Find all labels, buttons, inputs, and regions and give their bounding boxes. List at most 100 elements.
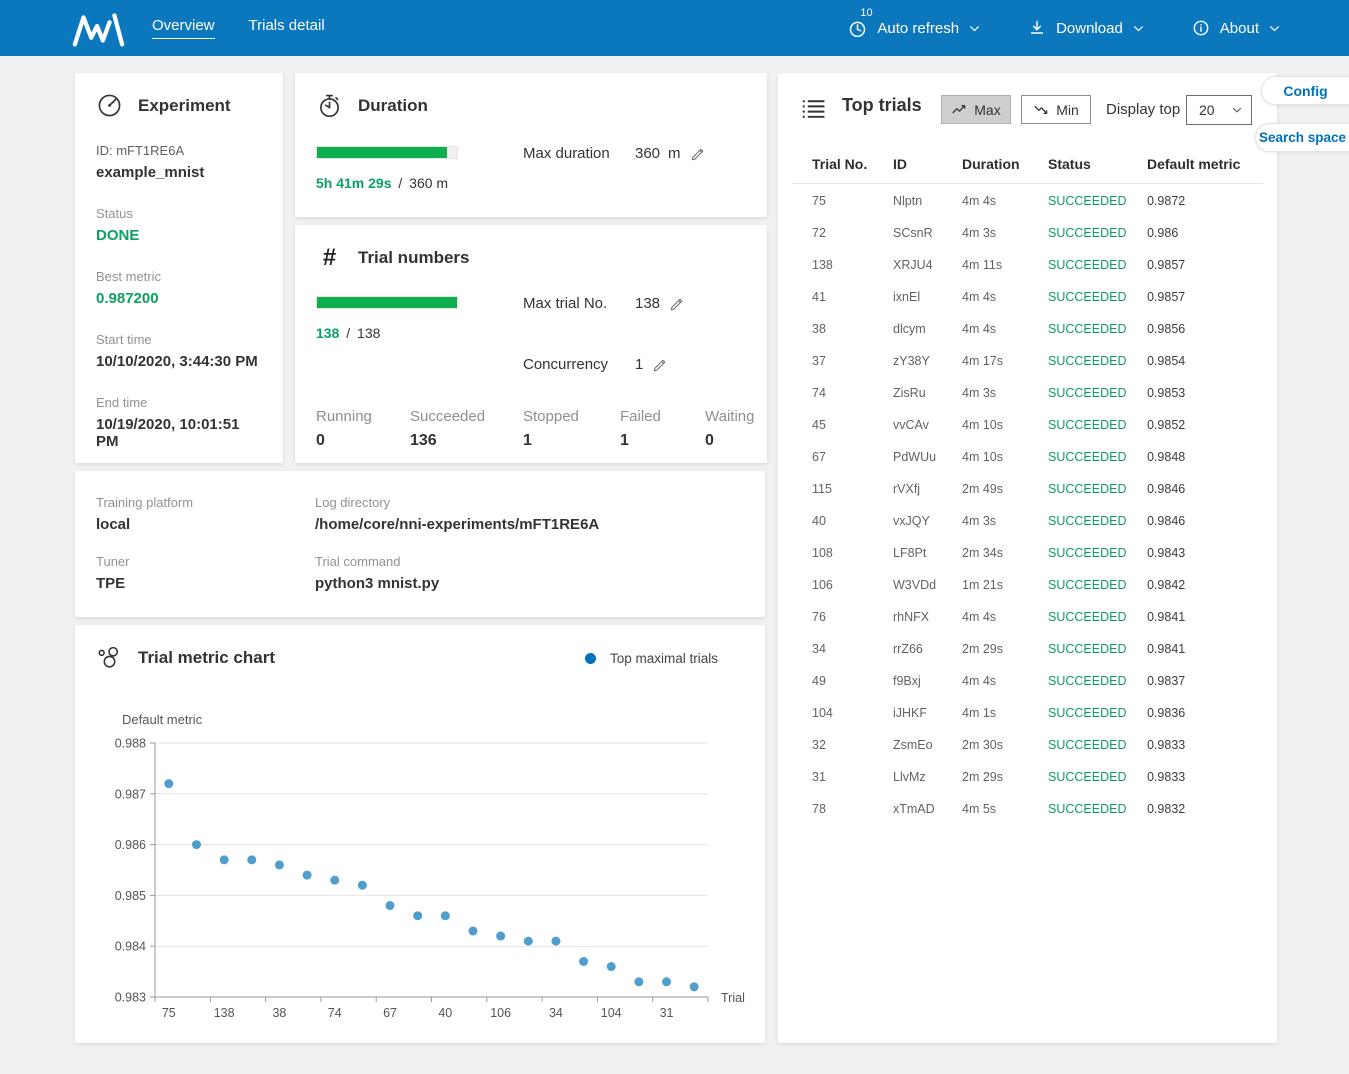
hash-icon: # [322, 244, 337, 271]
min-button[interactable]: Min [1021, 95, 1091, 124]
trial-metric-scatter-chart: Default metric 0.988 0.987 0.986 0.985 0.984 0… [115, 712, 745, 1020]
chart-legend[interactable]: Top maximal trials [585, 651, 718, 666]
cell-status: SUCCEEDED [1048, 802, 1127, 816]
cell-id: vvCAv [893, 418, 929, 432]
cell-default-metric: 0.9833 [1147, 770, 1186, 784]
stat-succeeded: Succeeded 136 [410, 408, 523, 450]
cell-duration: 2m 29s [962, 642, 1003, 656]
tab-trials-detail[interactable]: Trials detail [248, 17, 325, 34]
chevron-down-icon [1269, 25, 1280, 31]
svg-text:74: 74 [328, 1006, 342, 1020]
svg-text:0.984: 0.984 [115, 940, 146, 954]
cell-duration: 2m 29s [962, 770, 1003, 784]
duration-elapsed: 5h 41m 29s [316, 175, 392, 191]
cell-default-metric: 0.9842 [1147, 578, 1186, 592]
cell-trial-no: 38 [812, 322, 826, 336]
cell-duration: 4m 10s [962, 450, 1003, 464]
cell-default-metric: 0.9836 [1147, 706, 1186, 720]
max-duration-row: Max duration 360 m [523, 145, 707, 162]
display-top-value: 20 [1199, 102, 1215, 118]
edit-max-duration-icon[interactable] [690, 145, 707, 162]
trial-numbers-card: # Trial numbers 138 / 138 Max trial No. … [295, 225, 767, 463]
cell-default-metric: 0.9846 [1147, 482, 1186, 496]
experiment-id: ID: mFT1RE6A [96, 143, 185, 158]
status-label: Status [96, 206, 133, 221]
table-row: 115 rVXfj 2m 49s SUCCEEDED 0.9846 [778, 473, 1277, 505]
cell-duration: 4m 11s [962, 258, 1003, 272]
table-row: 41 ixnEl 4m 4s SUCCEEDED 0.9857 [778, 281, 1277, 313]
cell-trial-no: 32 [812, 738, 826, 752]
table-header: Trial No. ID Duration Status Default met… [778, 149, 1277, 179]
table-body: 75 Nlptn 4m 4s SUCCEEDED 0.9872 72 SCsnR 4m 3s S… [778, 185, 1277, 825]
cell-default-metric: 0.9832 [1147, 802, 1186, 816]
cell-id: ixnEl [893, 290, 921, 304]
table-header-divider [792, 183, 1263, 184]
cell-id: zY38Y [893, 354, 930, 368]
cell-id: PdWUu [893, 450, 937, 464]
about-dropdown[interactable]: About [1191, 18, 1281, 38]
chevron-down-icon [1232, 107, 1242, 113]
duration-progress-bar [316, 146, 458, 159]
trend-up-icon [952, 105, 966, 114]
cell-id: LlvMz [893, 770, 926, 784]
cell-id: Nlptn [893, 194, 923, 208]
concurrency-label: Concurrency [523, 356, 609, 373]
cell-trial-no: 72 [812, 226, 826, 240]
config-button[interactable]: Config [1261, 76, 1349, 105]
cell-duration: 4m 3s [962, 386, 997, 400]
column-duration: Duration [962, 156, 1020, 172]
chevron-down-icon [970, 25, 980, 31]
cell-status: SUCCEEDED [1048, 514, 1127, 528]
trials-progress-fill [317, 297, 457, 308]
cell-duration: 2m 49s [962, 482, 1003, 496]
edit-concurrency-icon[interactable] [652, 356, 669, 373]
cell-default-metric: 0.9856 [1147, 322, 1186, 336]
cell-duration: 4m 17s [962, 354, 1003, 368]
edit-max-trial-icon[interactable] [669, 295, 686, 312]
tuner-label: Tuner [96, 554, 130, 569]
cell-trial-no: 75 [812, 194, 826, 208]
top-trials-card: Top trials Max Min Display top 20 Trial … [778, 73, 1277, 1043]
experiment-card: Experiment ID: mFT1RE6A example_mnist St… [75, 73, 283, 463]
cell-status: SUCCEEDED [1048, 290, 1127, 304]
search-space-button[interactable]: Search space [1255, 123, 1349, 152]
cell-trial-no: 45 [812, 418, 826, 432]
display-top-select[interactable]: 20 [1186, 95, 1252, 125]
stat-label: Succeeded [410, 408, 486, 425]
download-label: Download [1056, 19, 1123, 37]
column-status: Status [1048, 156, 1091, 172]
training-platform-field: Training platform local [96, 495, 193, 533]
cell-duration: 4m 4s [962, 610, 997, 624]
cell-trial-no: 104 [812, 706, 833, 720]
platform-card: Training platform local Tuner TPE Log di… [75, 471, 765, 617]
cell-duration: 4m 10s [962, 418, 1003, 432]
svg-text:75: 75 [162, 1006, 176, 1020]
cell-trial-no: 31 [812, 770, 826, 784]
svg-text:Default metric: Default metric [122, 712, 203, 727]
duration-progress-fill [317, 147, 448, 158]
legend-dot-icon [585, 653, 596, 664]
top-trials-title: Top trials [842, 95, 922, 115]
about-label: About [1219, 19, 1259, 37]
cell-status: SUCCEEDED [1048, 706, 1127, 720]
svg-text:0.983: 0.983 [115, 991, 146, 1005]
display-top-label: Display top [1106, 101, 1181, 118]
stat-label: Waiting [705, 408, 755, 425]
max-button[interactable]: Max [941, 95, 1011, 124]
cell-id: LF8Pt [893, 546, 927, 560]
cell-default-metric: 0.9846 [1147, 514, 1186, 528]
cell-status: SUCCEEDED [1048, 194, 1127, 208]
table-row: 67 PdWUu 4m 10s SUCCEEDED 0.9848 [778, 441, 1277, 473]
cell-default-metric: 0.9841 [1147, 610, 1186, 624]
trial-command-value: python3 mnist.py [315, 575, 440, 592]
trials-progress-bar [316, 296, 458, 309]
cell-duration: 4m 4s [962, 322, 997, 336]
cell-trial-no: 115 [812, 482, 832, 496]
cell-default-metric: 0.9872 [1147, 194, 1186, 208]
tab-overview[interactable]: Overview [152, 17, 215, 39]
cell-default-metric: 0.9837 [1147, 674, 1186, 688]
download-dropdown[interactable]: Download [1027, 18, 1145, 38]
svg-text:Trial: Trial [721, 991, 745, 1005]
auto-refresh-dropdown[interactable]: 10 Auto refresh [847, 7, 981, 39]
auto-refresh-label: Auto refresh [877, 19, 960, 37]
